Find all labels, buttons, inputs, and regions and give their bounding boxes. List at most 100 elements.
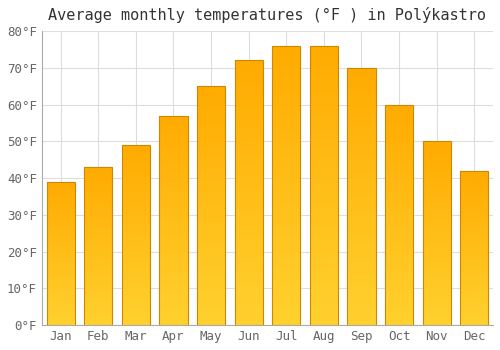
Bar [197,139,225,144]
Bar [310,214,338,219]
Bar [122,235,150,239]
Bar [197,244,225,249]
Bar [122,271,150,275]
Bar [84,294,112,297]
Bar [84,278,112,281]
Bar [422,296,451,300]
Bar [84,256,112,259]
Bar [460,239,488,242]
Bar [385,303,413,308]
Bar [46,317,74,320]
Bar [84,240,112,243]
Bar [234,161,262,166]
Bar [460,193,488,196]
Bar [385,144,413,149]
Bar [234,82,262,87]
Bar [348,212,376,217]
Bar [272,68,300,74]
Bar [422,152,451,156]
Bar [348,279,376,284]
Bar [234,209,262,214]
Bar [422,281,451,285]
Bar [197,292,225,296]
Bar [234,103,262,108]
Bar [234,256,262,262]
Bar [385,113,413,118]
Bar [122,286,150,289]
Bar [460,260,488,264]
Bar [234,214,262,219]
Bar [160,141,188,145]
Bar [160,128,188,132]
Bar [46,219,74,222]
Bar [84,297,112,300]
Bar [84,215,112,218]
Bar [385,294,413,299]
Bar [385,149,413,153]
Bar [160,187,188,191]
Bar [122,228,150,231]
Bar [122,214,150,217]
Bar [460,214,488,217]
Bar [422,303,451,307]
Bar [348,248,376,253]
Bar [46,285,74,288]
Bar [84,186,112,189]
Bar [46,256,74,259]
Bar [272,197,300,202]
Bar [122,246,150,250]
Bar [272,57,300,63]
Bar [460,217,488,220]
Bar [122,260,150,264]
Bar [272,241,300,247]
Bar [160,313,188,317]
Bar [160,149,188,153]
Bar [422,307,451,310]
Bar [348,268,376,274]
Bar [160,132,188,137]
Bar [422,211,451,215]
Bar [272,258,300,264]
Bar [197,134,225,139]
Bar [84,199,112,202]
Bar [46,299,74,302]
Bar [310,219,338,225]
Bar [460,282,488,285]
Bar [46,268,74,271]
Bar [385,312,413,316]
Bar [310,68,338,74]
Bar [46,291,74,294]
Bar [122,314,150,318]
Bar [160,246,188,250]
Bar [46,271,74,274]
Bar [46,248,74,251]
Bar [84,259,112,262]
Bar [234,71,262,76]
Bar [160,204,188,208]
Bar [272,269,300,275]
Bar [460,279,488,282]
Bar [122,221,150,224]
Bar [234,156,262,161]
Bar [310,202,338,208]
Bar [272,90,300,96]
Bar [422,263,451,266]
Bar [422,156,451,160]
Bar [84,275,112,278]
Bar [385,131,413,135]
Bar [122,275,150,278]
Bar [234,235,262,240]
Bar [234,304,262,309]
Bar [385,224,413,228]
Bar [197,230,225,235]
Bar [234,193,262,198]
Bar [460,208,488,211]
Bar [348,155,376,161]
Bar [348,258,376,264]
Bar [46,265,74,268]
Bar [84,243,112,246]
Bar [160,275,188,279]
Bar [160,153,188,158]
Bar [422,314,451,318]
Bar [84,202,112,205]
